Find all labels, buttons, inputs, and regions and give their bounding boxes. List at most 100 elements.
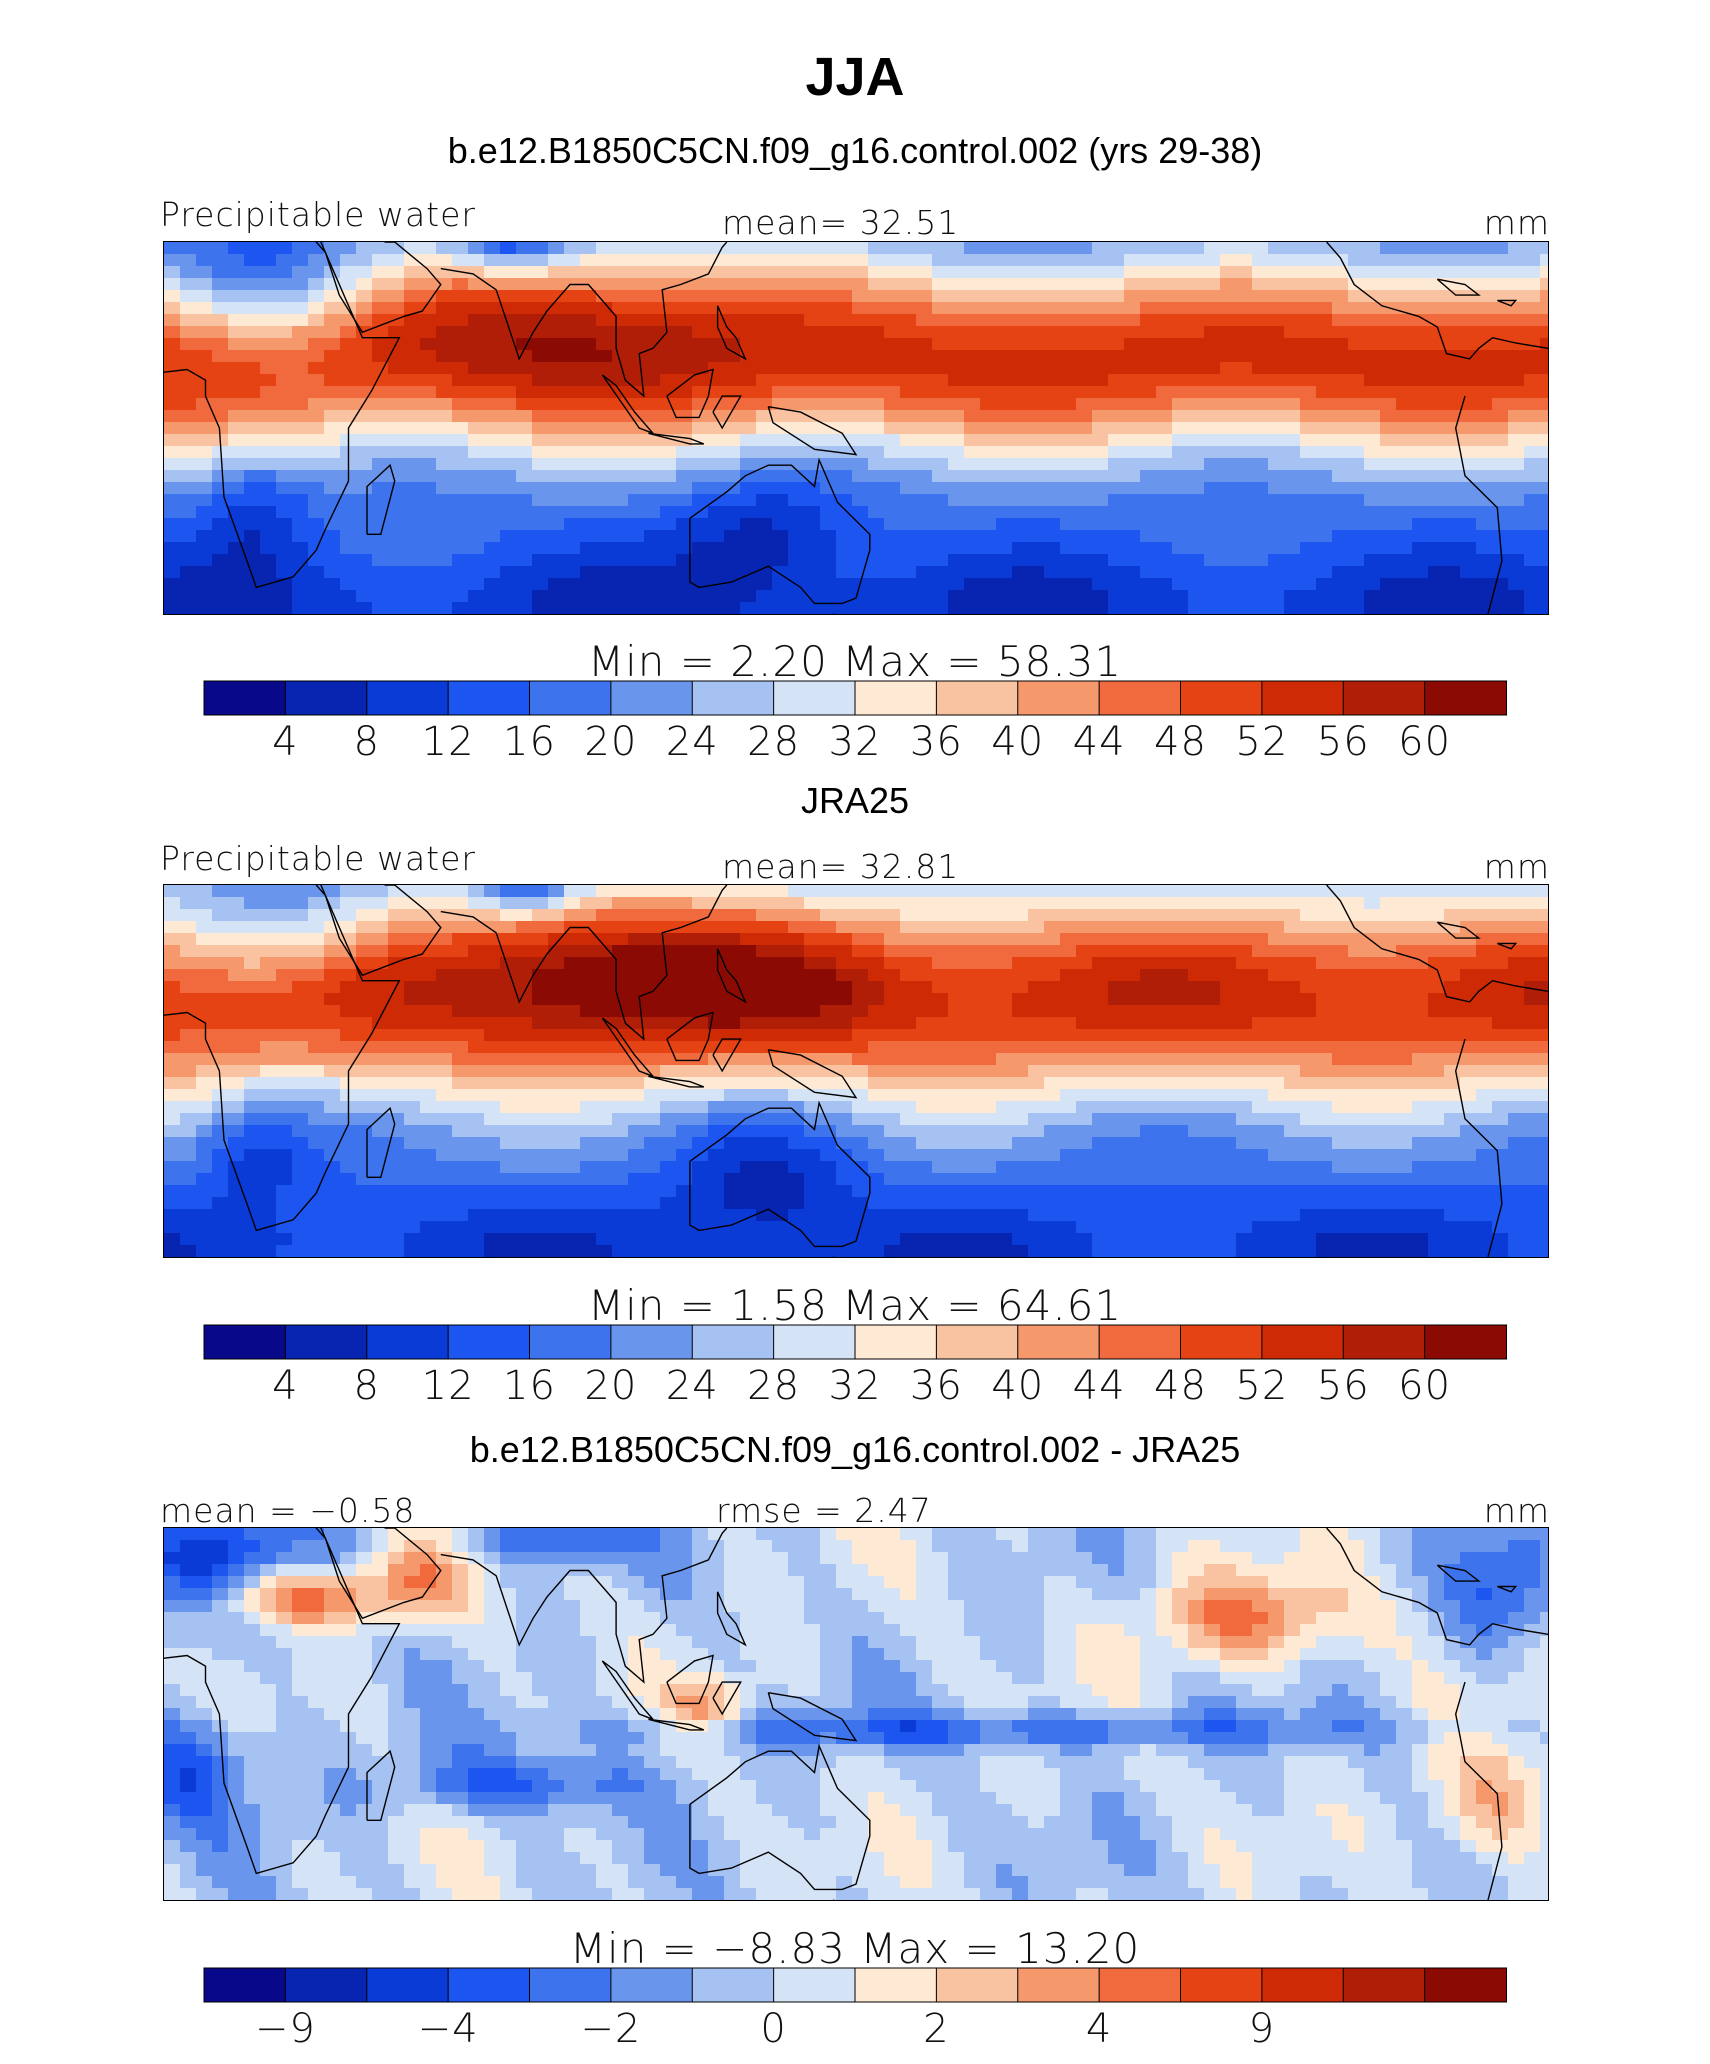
panel-2-left-label: Precipitable water — [160, 839, 476, 878]
colorbar-3-box-14 — [1342, 1967, 1426, 2003]
colorbar-2-box-10 — [1017, 1324, 1101, 1360]
coastline — [1454, 395, 1503, 614]
panel-3-colorbar: −9 −4 −2 0 2 4 9 — [203, 1967, 1508, 2052]
colorbar-1-box-7 — [773, 680, 857, 716]
colorbar-1-tick-label: 48 — [1154, 719, 1207, 765]
colorbar-1-box-3 — [447, 680, 531, 716]
colorbar-1-tick-label: 20 — [584, 719, 638, 765]
panel-1-colorbar: 4 8 12 16 20 24 28 32 36 40 44 48 52 56 60 — [203, 680, 1508, 765]
coastline — [712, 1681, 742, 1716]
panel-3-map — [163, 1527, 1549, 1901]
colorbar-1-tick-label: 60 — [1398, 719, 1452, 765]
colorbar-1-box-15 — [1424, 680, 1508, 716]
colorbar-3-tick-label: 9 — [1248, 2006, 1276, 2052]
panel-1-mean: mean= 32.51 — [722, 203, 960, 242]
colorbar-1-box-14 — [1342, 680, 1426, 716]
coastline — [1454, 1038, 1503, 1257]
coastline — [648, 1718, 705, 1731]
coastline — [666, 1654, 714, 1705]
colorbar-2-box-11 — [1098, 1324, 1182, 1360]
colorbar-1-box-0 — [203, 680, 287, 716]
coastline — [648, 432, 705, 445]
coastline — [716, 305, 747, 361]
colorbar-3-box-0 — [203, 1967, 287, 2003]
colorbar-2-tick-label: 32 — [828, 1363, 882, 1409]
colorbar-3-box-3 — [447, 1967, 531, 2003]
colorbar-3-tick-label: −9 — [254, 2006, 316, 2052]
colorbar-2-tick-label: 40 — [991, 1363, 1045, 1409]
colorbar-3-box-12 — [1180, 1967, 1263, 2003]
panel-3-field — [164, 1528, 1548, 1900]
panel-2-minmax: Min = 1.58 Max = 64.61 — [587, 1281, 1123, 1330]
colorbar-2-box-12 — [1180, 1324, 1263, 1360]
coastline — [716, 1591, 747, 1647]
coastline — [366, 463, 396, 535]
coastline — [440, 1528, 728, 1684]
coastline — [712, 1038, 742, 1073]
colorbar-1-tick-label: 24 — [665, 719, 719, 765]
panel-3-mean: mean = −0.58 — [160, 1491, 416, 1530]
colorbar-3-box-7 — [773, 1967, 857, 2003]
coastline — [716, 948, 747, 1004]
colorbar-3-tick-label: 4 — [1085, 2006, 1113, 2052]
colorbar-2-box-13 — [1261, 1324, 1345, 1360]
coastline — [712, 395, 742, 430]
colorbar-1-tick-label: 44 — [1072, 719, 1126, 765]
figure-title: JJA — [805, 47, 905, 107]
colorbar-3-box-5 — [610, 1967, 694, 2003]
colorbar-3-box-13 — [1261, 1967, 1345, 2003]
coastline — [1326, 1528, 1548, 1646]
colorbar-2-box-7 — [773, 1324, 857, 1360]
panel-1-minmax: Min = 2.20 Max = 58.31 — [587, 637, 1123, 686]
colorbar-1-box-5 — [610, 680, 694, 716]
colorbar-1-box-1 — [284, 680, 368, 716]
colorbar-1-box-9 — [935, 680, 1019, 716]
colorbar-3-box-9 — [935, 1967, 1019, 2003]
panel-1-title: b.e12.B1850C5CN.f09_g16.control.002 (yrs… — [447, 130, 1263, 171]
coastline — [666, 368, 714, 419]
colorbar-2-tick-label: 52 — [1235, 1363, 1289, 1409]
coastline — [689, 457, 871, 605]
coastline — [1436, 278, 1481, 296]
colorbar-3-tick-label: 2 — [923, 2006, 950, 2052]
coastline — [666, 1011, 714, 1062]
panel-1-units: mm — [1483, 203, 1550, 242]
colorbar-2-tick-label: 60 — [1398, 1363, 1452, 1409]
colorbar-1-tick-label: 56 — [1316, 719, 1370, 765]
panel-2-map — [163, 884, 1549, 1258]
colorbar-3-tick-label: 0 — [760, 2006, 787, 2052]
coastline — [320, 242, 442, 334]
coastline — [440, 242, 728, 398]
panel-1-map — [163, 241, 1549, 615]
coastline — [1497, 942, 1518, 950]
colorbar-2-box-6 — [691, 1324, 775, 1360]
colorbar-1-tick-label: 40 — [991, 719, 1045, 765]
colorbar-1-tick-label: 28 — [747, 719, 801, 765]
colorbar-2-box-9 — [935, 1324, 1019, 1360]
colorbar-2-box-4 — [529, 1324, 612, 1360]
coastline — [767, 1049, 858, 1099]
coastline — [440, 885, 728, 1041]
colorbar-2-box-14 — [1342, 1324, 1426, 1360]
panel-3-minmax: Min = −8.83 Max = 13.20 — [569, 1924, 1141, 1973]
coastline — [320, 1528, 442, 1620]
coastline — [1326, 242, 1548, 360]
colorbar-3-box-4 — [529, 1967, 612, 2003]
coastline — [689, 1100, 871, 1248]
panel-1-field — [164, 242, 1548, 614]
colorbar-1-box-11 — [1098, 680, 1182, 716]
colorbar-1-box-10 — [1017, 680, 1101, 716]
colorbar-2-box-2 — [366, 1324, 450, 1360]
colorbar-1-tick-label: 4 — [272, 719, 299, 765]
coastline — [1436, 921, 1481, 939]
coastline — [320, 885, 442, 977]
panel-2-colorbar: 4 8 12 16 20 24 28 32 36 40 44 48 52 56 60 — [203, 1324, 1508, 1409]
coastline — [164, 885, 401, 1232]
coastline — [164, 1528, 401, 1875]
coastline — [1436, 1564, 1481, 1582]
coastline — [1497, 1585, 1518, 1593]
colorbar-1-tick-label: 16 — [503, 719, 556, 765]
colorbar-1-tick-label: 32 — [828, 719, 882, 765]
coastline — [366, 1106, 396, 1178]
coastline — [689, 1743, 871, 1891]
